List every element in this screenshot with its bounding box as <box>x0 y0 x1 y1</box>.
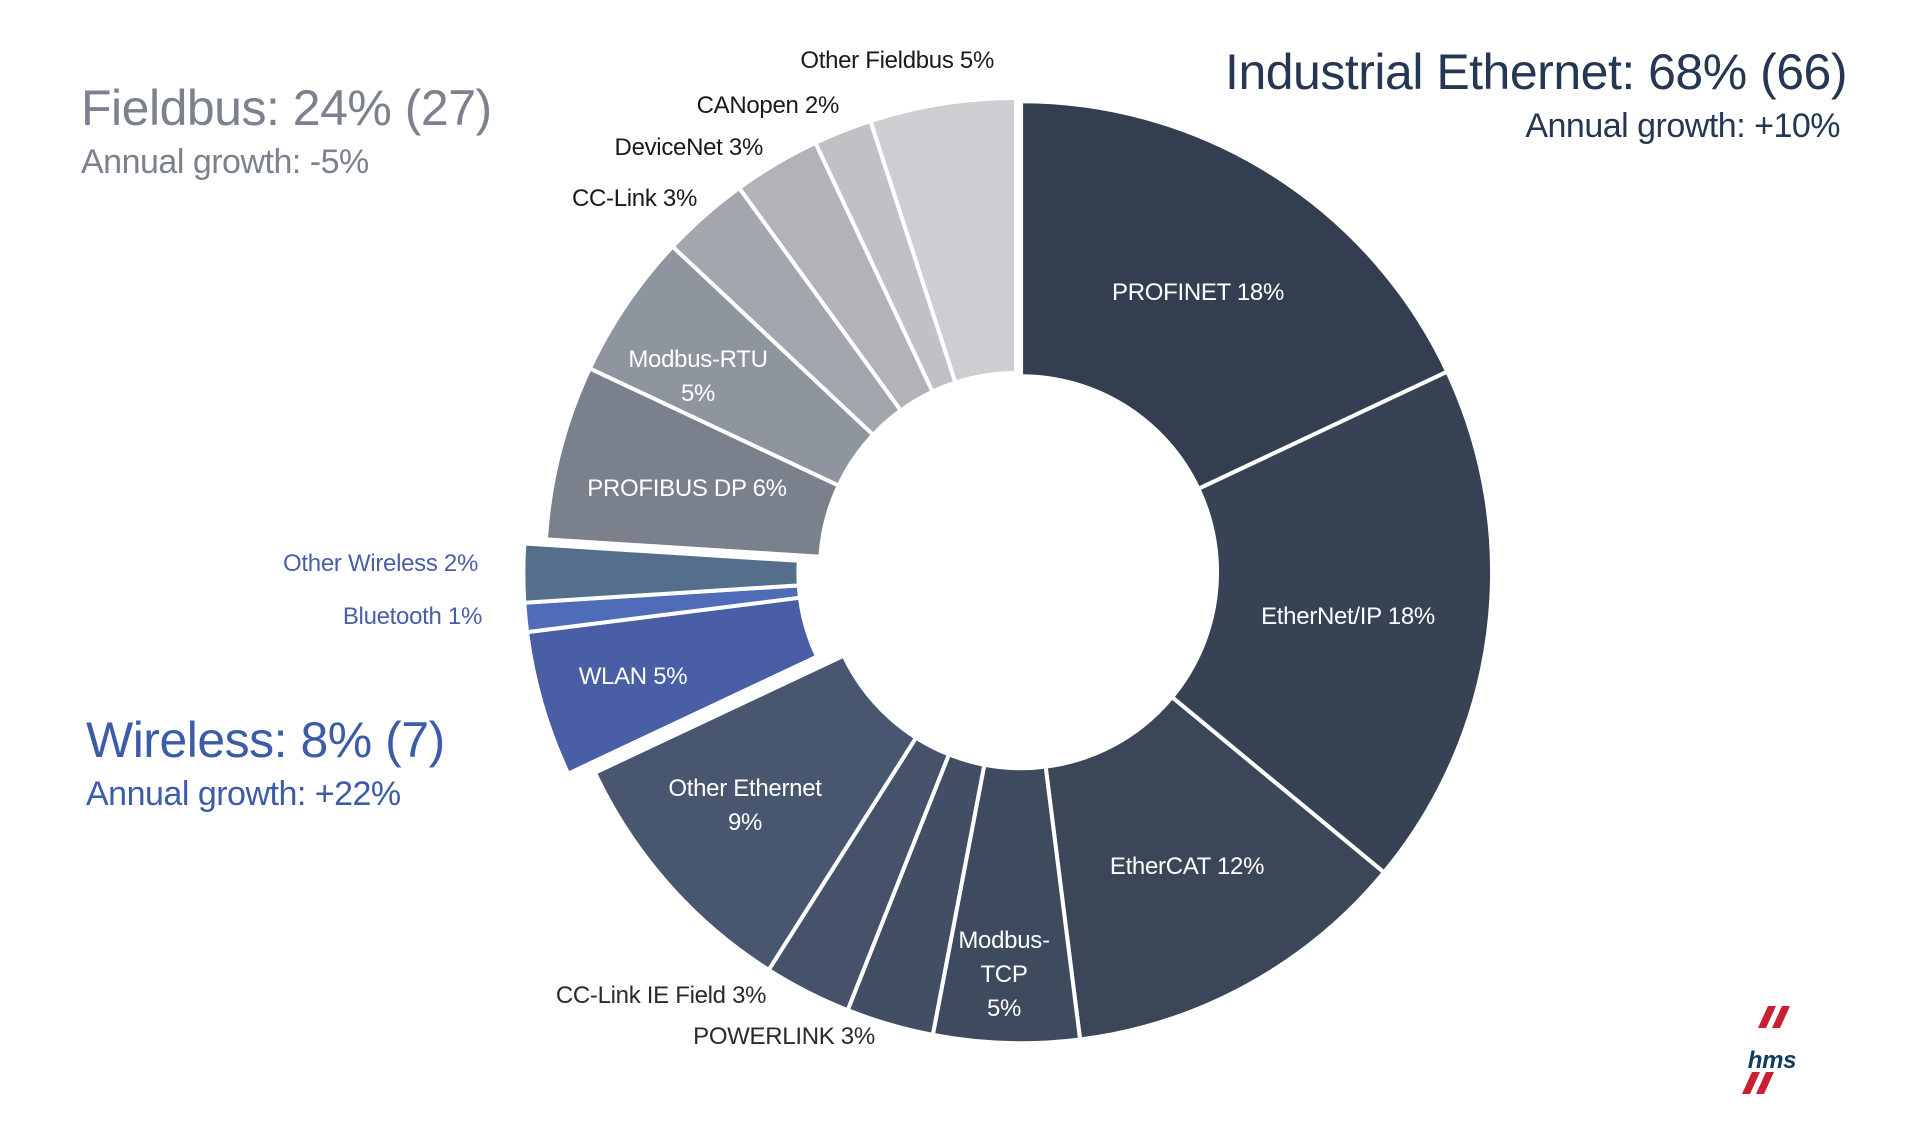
slices <box>521 95 1495 1046</box>
slice-labels: PROFINET 18% EtherNet/IP 18% EtherCAT 12% M… <box>283 47 1435 1050</box>
label-ethercat: EtherCAT 12% <box>1110 853 1264 880</box>
label-wlan: WLAN 5% <box>579 663 688 690</box>
fieldbus-growth: Annual growth: -5% <box>81 143 369 181</box>
slice-ethernet-ip <box>1169 369 1495 876</box>
label-other-wireless: Other Wireless 2% <box>283 550 478 577</box>
label-profibus-dp: PROFIBUS DP 6% <box>587 475 786 502</box>
label-bluetooth: Bluetooth 1% <box>343 603 482 630</box>
label-cc-link-ie-field: CC-Link IE Field 3% <box>556 982 766 1009</box>
hms-logo: hms <box>1742 1006 1797 1094</box>
label-canopen: CANopen 2% <box>697 92 839 119</box>
fieldbus-share-title: Fieldbus: 24% (27) <box>81 80 492 136</box>
slice-other-wireless <box>521 541 801 605</box>
label-modbus-rtu: Modbus-RTU 5% <box>628 346 767 407</box>
label-cc-link: CC-Link 3% <box>572 185 697 212</box>
label-profinet: PROFINET 18% <box>1112 279 1284 306</box>
industrial-ethernet-growth: Annual growth: +10% <box>1525 107 1840 145</box>
label-modbus-tcp: Modbus-TCP 5% <box>958 927 1049 1022</box>
slice-ethercat <box>1043 694 1387 1042</box>
label-other-ethernet: Other Ethernet 9% <box>668 775 822 836</box>
wireless-share-title: Wireless: 8% (7) <box>86 712 445 768</box>
label-other-fieldbus: Other Fieldbus 5% <box>800 47 994 74</box>
slice-other-ethernet <box>592 653 919 973</box>
label-powerlink: POWERLINK 3% <box>693 1023 875 1050</box>
svg-text:hms: hms <box>1748 1047 1796 1074</box>
wireless-growth: Annual growth: +22% <box>86 775 401 813</box>
industrial-ethernet-share-title: Industrial Ethernet: 68% (66) <box>1225 44 1847 100</box>
slice-other-fieldbus <box>867 95 1018 386</box>
slice-profinet <box>1019 99 1450 492</box>
label-devicenet: DeviceNet 3% <box>615 134 763 161</box>
label-ethernet-ip: EtherNet/IP 18% <box>1261 603 1435 630</box>
